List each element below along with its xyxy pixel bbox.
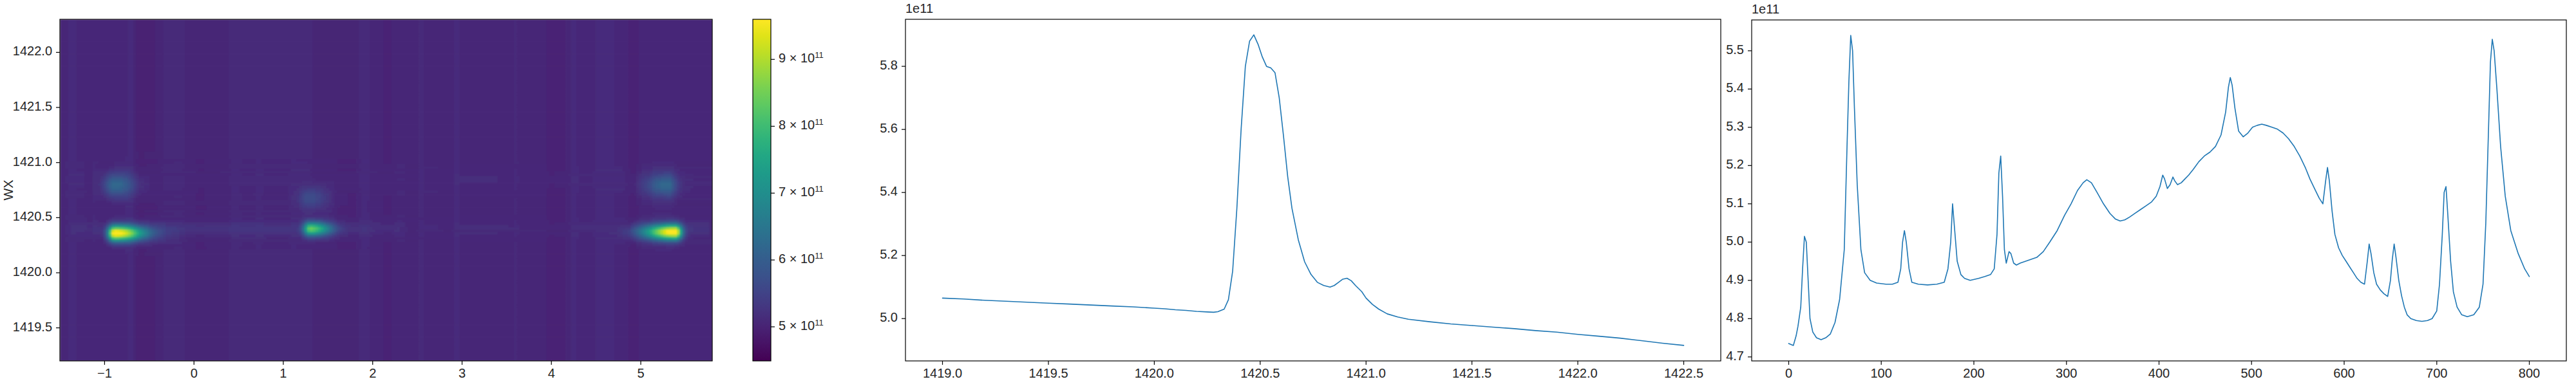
svg-text:4.7: 4.7: [1726, 349, 1744, 363]
svg-text:4.9: 4.9: [1726, 272, 1744, 286]
svg-text:1419.0: 1419.0: [923, 366, 962, 380]
svg-text:800: 800: [2519, 366, 2540, 380]
svg-text:4: 4: [548, 366, 555, 380]
svg-text:5.0: 5.0: [880, 310, 898, 324]
svg-text:1e11: 1e11: [905, 1, 933, 15]
svg-text:1: 1: [279, 366, 287, 380]
svg-text:300: 300: [2056, 366, 2077, 380]
svg-text:1419.5: 1419.5: [13, 320, 52, 334]
svg-text:1420.5: 1420.5: [1240, 366, 1280, 380]
svg-text:5.8: 5.8: [880, 58, 898, 72]
svg-text:5: 5: [637, 366, 644, 380]
svg-text:1421.5: 1421.5: [13, 99, 52, 113]
svg-text:4.8: 4.8: [1726, 310, 1744, 324]
svg-text:500: 500: [2241, 366, 2262, 380]
svg-text:0: 0: [191, 366, 198, 380]
svg-text:1419.5: 1419.5: [1028, 366, 1068, 380]
svg-text:5.4: 5.4: [1726, 80, 1744, 95]
svg-text:1421.5: 1421.5: [1452, 366, 1492, 380]
svg-text:1421.0: 1421.0: [13, 154, 52, 169]
svg-text:1422.0: 1422.0: [13, 44, 52, 58]
svg-text:1420.0: 1420.0: [13, 264, 52, 279]
svg-text:WX: WX: [1, 179, 15, 200]
svg-text:600: 600: [2333, 366, 2354, 380]
svg-text:700: 700: [2426, 366, 2447, 380]
svg-text:1e11: 1e11: [1752, 2, 1779, 16]
svg-text:−1: −1: [97, 366, 112, 380]
svg-text:400: 400: [2148, 366, 2170, 380]
svg-text:5.4: 5.4: [880, 184, 898, 198]
svg-text:5.0: 5.0: [1726, 234, 1744, 248]
svg-text:5.5: 5.5: [1726, 42, 1744, 57]
svg-text:100: 100: [1871, 366, 1892, 380]
svg-text:5.6: 5.6: [880, 121, 898, 135]
svg-text:1422.0: 1422.0: [1558, 366, 1597, 380]
svg-text:5.2: 5.2: [880, 247, 898, 261]
svg-text:5.2: 5.2: [1726, 157, 1744, 171]
svg-text:1420.5: 1420.5: [13, 209, 52, 223]
svg-text:3: 3: [459, 366, 466, 380]
svg-text:2: 2: [369, 366, 376, 380]
svg-text:200: 200: [1963, 366, 1984, 380]
svg-text:1421.0: 1421.0: [1347, 366, 1386, 380]
svg-text:1422.5: 1422.5: [1664, 366, 1703, 380]
svg-text:5.1: 5.1: [1726, 196, 1744, 210]
svg-text:0: 0: [1785, 366, 1792, 380]
svg-text:1420.0: 1420.0: [1135, 366, 1174, 380]
svg-text:5.3: 5.3: [1726, 119, 1744, 133]
